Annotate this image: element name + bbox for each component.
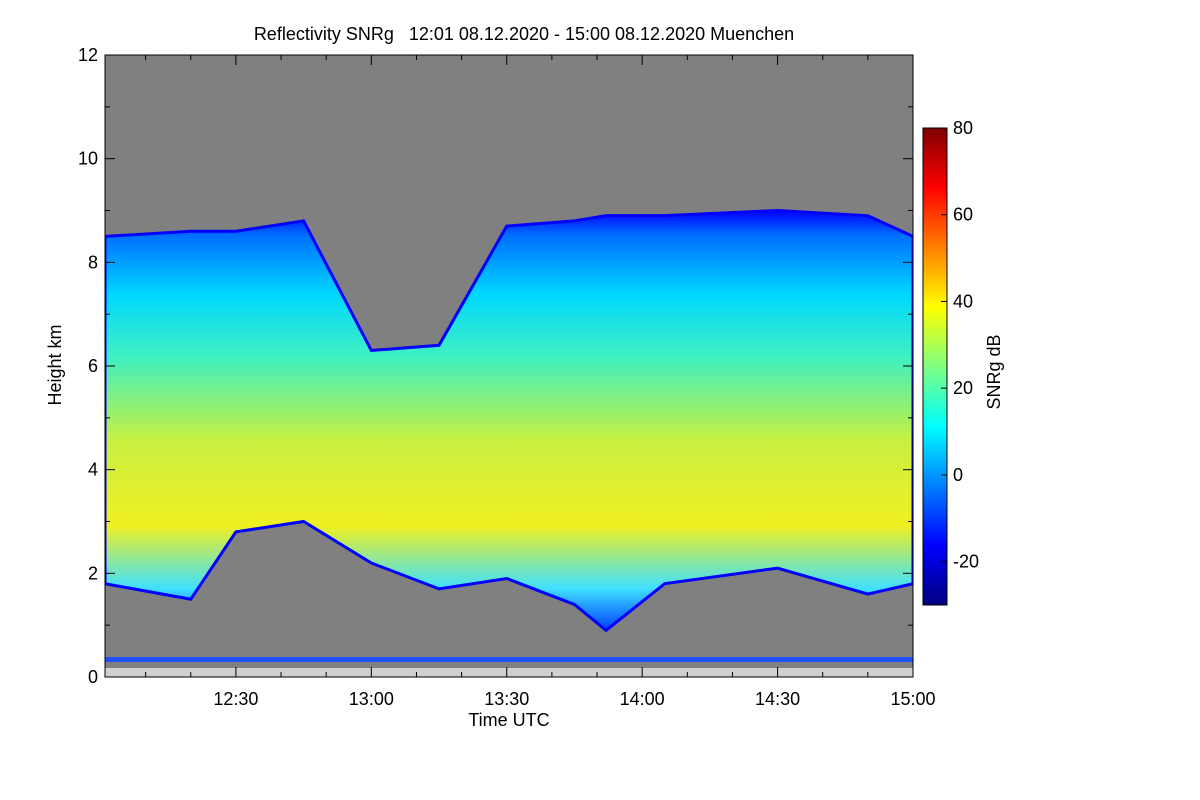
y-tick-label: 2 (88, 563, 98, 583)
y-tick-label: 8 (88, 252, 98, 272)
chart-title: Reflectivity SNRg 12:01 08.12.2020 - 15:… (254, 24, 794, 44)
y-tick-label: 10 (78, 149, 98, 169)
x-axis: 12:30 13:00 13:30 14:00 14:30 15:00 (145, 55, 936, 709)
colorbar-ticks: -20 0 20 40 60 80 (941, 118, 979, 572)
colorbar-tick-label: 20 (953, 378, 973, 398)
colorbar-label: SNRg dB (984, 334, 1004, 409)
x-tick-label: 14:00 (620, 689, 665, 709)
y-tick-label: 6 (88, 356, 98, 376)
radar-echo-region (105, 208, 913, 633)
y-tick-label: 0 (88, 667, 98, 687)
x-tick-label: 13:30 (484, 689, 529, 709)
x-tick-label: 14:30 (755, 689, 800, 709)
colorbar-tick-label: -20 (953, 552, 979, 572)
clutter-band (105, 657, 913, 662)
x-tick-label: 12:30 (213, 689, 258, 709)
x-tick-label: 15:00 (890, 689, 935, 709)
y-tick-label: 4 (88, 460, 98, 480)
colorbar-tick-label: 40 (953, 291, 973, 311)
plot-area (105, 55, 913, 677)
colorbar-tick-label: 80 (953, 118, 973, 138)
colorbar (922, 127, 948, 606)
x-tick-label: 13:00 (349, 689, 394, 709)
colorbar-tick-label: 60 (953, 205, 973, 225)
colorbar-tick-label: 0 (953, 465, 963, 485)
x-axis-label: Time UTC (468, 710, 549, 730)
y-tick-label: 12 (78, 45, 98, 65)
ground-band (105, 668, 913, 677)
y-axis: 0 2 4 6 8 10 12 (78, 45, 913, 687)
y-axis-label: Height km (45, 324, 65, 405)
